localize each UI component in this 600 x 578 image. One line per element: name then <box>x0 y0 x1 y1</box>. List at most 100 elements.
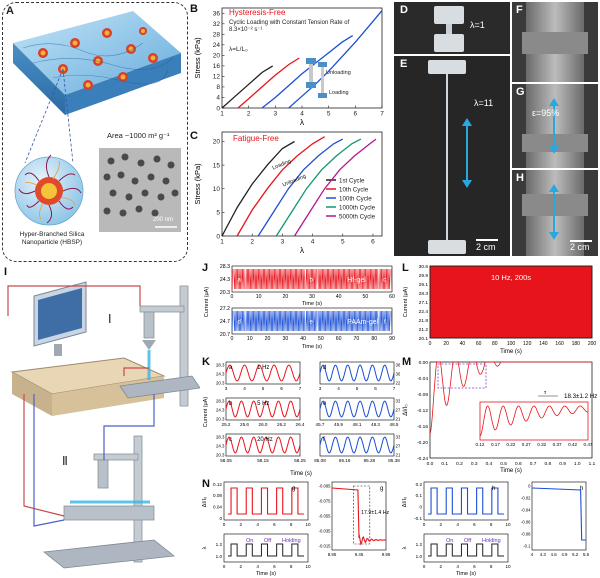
k-xtick-label: 5 <box>262 386 265 391</box>
n-bottom-xtick-label: 8 <box>490 564 493 569</box>
m-ytick-label: 0.00 <box>419 360 429 366</box>
n-top-ylabel: ΔI/I₀ <box>402 497 408 508</box>
k-xtick-label: 26.0 <box>259 422 268 427</box>
k-ytick-label: 28.3 <box>216 363 225 368</box>
panel-e-scale-label: 2 cm <box>476 242 496 252</box>
j-bottom-xtick-label: 80 <box>371 336 377 342</box>
photo-e: E λ=11 2 cm <box>394 56 510 256</box>
c-series-line <box>236 136 325 237</box>
n-bottom-signal <box>228 543 304 557</box>
c-series-line <box>257 138 344 237</box>
n-top-ytick-label: 0 <box>419 504 422 509</box>
panel-b-lambda-def: λ=L/L₀ <box>229 46 248 53</box>
m-xtick-label: 0.6 <box>515 461 522 467</box>
tem-scale-label: 200 nm <box>153 217 174 223</box>
k-ytick-label: 27.2 <box>396 444 401 449</box>
k-xtick-label: 6 <box>280 386 283 391</box>
n-top-xtick-label: 8 <box>490 522 493 527</box>
j-bottom-xtick-label: 90 <box>389 336 395 342</box>
b-ytick-label: 32 <box>213 21 221 28</box>
n-bottom-xtick-label: 2 <box>440 564 443 569</box>
n-top-xtick-label: 0 <box>423 522 426 527</box>
l-xtick-label: 120 <box>523 341 532 347</box>
n-inset-ytick-label: -0.02 <box>521 496 531 501</box>
b-series-cycle3 <box>261 35 354 109</box>
n-top-ytick-label: -0.1 <box>414 516 422 521</box>
k-ytick-label: 21.8 <box>396 417 401 422</box>
b-ytick-label: 12 <box>213 74 221 81</box>
n-top-ytick-label: 0.04 <box>213 504 222 509</box>
n-bottom-ytick-label: 1.2 <box>416 542 423 547</box>
j-bottom-xtick-label: 40 <box>300 336 306 342</box>
panel-e-scale-bar <box>476 239 498 241</box>
k-xtick-label: 45.9 <box>334 422 343 427</box>
j-top-ytick-label: 28.3 <box>220 264 230 270</box>
panel-b-loading: Loading <box>329 90 349 96</box>
panel-k-chart: a 1 Hz 3 4 5 6 7 28.3 24.3 20.3 b 5 Hz 25.2 25.6 26.0 2… <box>203 361 401 477</box>
k-subplot-signal <box>225 364 301 382</box>
b-ytick-label: 36 <box>213 11 221 18</box>
n-inset-xtick-label: 9.45 <box>355 552 364 557</box>
n-bottom-frame <box>223 533 309 563</box>
l-xtick-label: 200 <box>588 341 597 347</box>
n-top-ytick-label: 0.2 <box>416 482 423 487</box>
b-series-cycle2 <box>237 57 300 109</box>
j-top-ytick-label: 20.3 <box>220 290 230 296</box>
panel-e-label: λ=11 <box>474 98 494 108</box>
panel-c-letter: C <box>190 130 198 142</box>
n-inset-xtick-label: 4.6 <box>551 552 558 557</box>
b-xtick-label: 6 <box>354 111 358 118</box>
panel-n-letter: N <box>202 478 210 490</box>
k-xtick-label: 85.28 <box>364 458 376 463</box>
n-inset-xtick-label: 4 <box>531 552 534 557</box>
b-ytick-label: 8 <box>216 84 220 91</box>
compression-arrow-icon <box>549 98 559 154</box>
b-ytick-label: 24 <box>213 42 221 49</box>
n-top-xtick-label: 2 <box>440 522 443 527</box>
j-bottom-xtick-label: 50 <box>318 336 324 342</box>
k-xtick-label: 58.25 <box>294 458 306 463</box>
n-inset-ytick-label: -0.1 <box>523 544 531 549</box>
b-ytick-label: 4 <box>216 95 220 102</box>
panel-i-letter: I <box>4 266 8 278</box>
j-top-xtick-label: 30 <box>309 294 315 300</box>
j-top-box-label: b <box>310 278 314 284</box>
k-ytick-label: 20.3 <box>216 381 225 386</box>
n-inset-xtick-label: 9.95 <box>382 552 391 557</box>
b-xtick-label: 7 <box>380 111 384 118</box>
j-bottom-xlabel: Time (s) <box>302 344 322 350</box>
m-inset-xtick-label: 0.42 <box>568 442 577 447</box>
b-ylabel: Stress (kPa) <box>193 37 202 79</box>
k-xtick-label: 3 <box>319 386 322 391</box>
m-xtick-label: 0.0 <box>427 461 434 467</box>
zoom-line-right <box>62 68 74 164</box>
c-ytick-label: 20 <box>213 139 221 146</box>
n-top-ytick-label: 0.08 <box>213 493 222 498</box>
m-ytick-label: -0.20 <box>417 440 428 446</box>
panel-f-letter: F <box>516 4 523 16</box>
panel-j-letter: J <box>202 262 209 274</box>
c-xtick-label: 2 <box>250 239 254 246</box>
k-xlabel: Time (s) <box>290 471 312 477</box>
c-legend-label: 5000th Cycle <box>339 214 376 221</box>
l-xtick-label: 160 <box>555 341 564 347</box>
m-xtick-label: 0.3 <box>471 461 478 467</box>
l-ytick-label: 22.4 <box>419 309 429 315</box>
k-subplot-id: d <box>323 365 326 371</box>
n-inset-id: h <box>580 486 583 492</box>
n-inset-ytick-label: -0.04 <box>521 508 531 513</box>
n-inset-ytick-label: -0.035 <box>319 529 332 534</box>
n-top-ytick-label: 0.1 <box>416 493 423 498</box>
k-subplot-signal <box>319 364 395 382</box>
k-subplot-id: a <box>229 365 233 371</box>
j-top-box-label: c <box>383 278 386 284</box>
panel-a-frame: A Area ~1000 m² g⁻¹ 200 nm Hyper-Branche… <box>2 2 188 262</box>
n-top-ytick-label: 0 <box>219 516 222 521</box>
j-bottom-xtick-label: 30 <box>282 336 288 342</box>
n-bottom-xtick-label: 0 <box>423 564 426 569</box>
k-xtick-label: 6 <box>374 386 377 391</box>
n-holding-label: Holding <box>282 538 301 544</box>
j-bottom-box-label: e <box>310 320 314 326</box>
j-bottom-xtick-label: 10 <box>247 336 253 342</box>
j-bottom-label: PAAm-gel <box>347 319 378 326</box>
